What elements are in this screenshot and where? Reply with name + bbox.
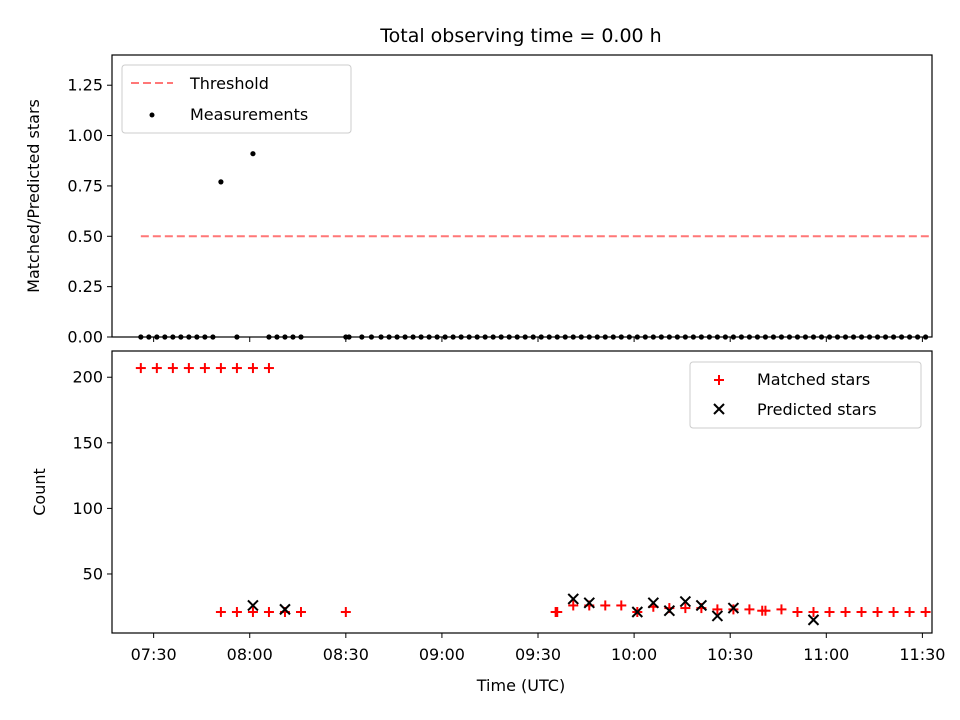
bottom-y-tick-label: 200 xyxy=(72,368,103,387)
matched-star-marker xyxy=(263,363,274,374)
matched-star-marker xyxy=(920,607,931,618)
legend-matched-swatch xyxy=(714,375,724,385)
bottom-y-tick-label: 100 xyxy=(72,499,103,518)
bottom-axes-frame xyxy=(111,350,933,634)
matched-star-marker xyxy=(888,607,899,618)
legend-matched-label: Matched stars xyxy=(757,370,870,389)
legend-threshold-label: Threshold xyxy=(189,74,269,93)
matched-star-marker xyxy=(616,600,627,611)
top-y-tick-label: 1.00 xyxy=(67,126,103,145)
top-legend: Threshold Measurements xyxy=(121,64,352,134)
matched-star-marker xyxy=(856,607,867,618)
predicted-star-marker xyxy=(647,597,660,609)
top-y-tick-label: 1.25 xyxy=(67,76,103,95)
matched-star-marker xyxy=(263,607,274,618)
predicted-star-marker xyxy=(279,603,291,616)
bottom-y-tick-label: 150 xyxy=(72,433,103,452)
predicted-star-marker xyxy=(583,597,595,609)
top-y-tick-label: 0.75 xyxy=(67,176,103,195)
bottom-panel: 50 100 150 200 07:30 08:00 08:30 09:00 09:30 10:… xyxy=(30,350,945,695)
matched-star-marker xyxy=(760,605,771,616)
matched-star-marker xyxy=(872,607,883,618)
top-legend-box xyxy=(121,64,352,134)
top-y-tick-label: 0.25 xyxy=(67,277,103,296)
bottom-y-ticks: 50 100 150 200 xyxy=(72,368,112,583)
matched-star-marker xyxy=(744,604,755,615)
bottom-x-tick-label: 11:00 xyxy=(803,645,849,664)
matched-star-marker xyxy=(215,363,226,374)
bottom-plot-area xyxy=(135,363,931,626)
matched-star-marker xyxy=(183,363,194,374)
predicted-star-marker xyxy=(679,595,692,608)
matched-star-marker xyxy=(247,607,258,618)
legend-measurements-swatch xyxy=(149,112,155,118)
bottom-x-tick-label: 09:30 xyxy=(515,645,561,664)
predicted-star-marker xyxy=(247,599,259,612)
matched-star-marker xyxy=(231,363,242,374)
matched-star-marker xyxy=(680,603,691,614)
matched-star-marker xyxy=(340,607,351,618)
matched-star-marker xyxy=(824,607,835,618)
predicted-star-marker xyxy=(711,610,724,622)
measurement-point xyxy=(250,151,256,157)
bottom-x-tick-label: 10:00 xyxy=(611,645,657,664)
matched-star-marker xyxy=(552,607,563,618)
matched-star-marker xyxy=(151,363,162,374)
bottom-x-tick-label: 08:30 xyxy=(323,645,369,664)
chart-title: Total observing time = 0.00 h xyxy=(379,25,661,47)
top-axes-frame xyxy=(111,54,933,338)
matched-star-marker xyxy=(600,600,611,611)
matched-star-marker xyxy=(808,607,819,618)
matched-star-marker xyxy=(792,607,803,618)
predicted-star-marker xyxy=(807,614,820,626)
matched-star-marker xyxy=(231,607,242,618)
top-plot-area xyxy=(138,151,929,340)
bottom-legend: Matched stars Predicted stars xyxy=(689,361,922,429)
top-y-ticks: 0.00 0.25 0.50 0.75 1.00 1.25 xyxy=(67,76,112,347)
matched-star-marker xyxy=(295,607,306,618)
matched-star-marker xyxy=(712,604,723,615)
bottom-x-tick-label: 11:30 xyxy=(899,645,945,664)
bottom-legend-box xyxy=(689,361,922,429)
bottom-x-tick-label: 08:00 xyxy=(227,645,273,664)
matched-star-marker xyxy=(215,607,226,618)
matched-star-marker xyxy=(199,363,210,374)
bottom-y-axis-label: Count xyxy=(30,468,49,516)
matched-star-marker xyxy=(904,607,915,618)
matched-star-marker xyxy=(247,363,258,374)
top-y-tick-label: 0.50 xyxy=(67,227,103,246)
top-y-axis-label: Matched/Predicted stars xyxy=(24,99,43,293)
predicted-star-marker xyxy=(567,593,579,605)
legend-measurements-label: Measurements xyxy=(190,105,308,124)
predicted-star-marker xyxy=(727,602,740,614)
matched-star-marker xyxy=(840,607,851,618)
matched-star-marker xyxy=(568,600,579,611)
legend-predicted-swatch xyxy=(713,403,725,415)
predicted-star-marker xyxy=(695,599,708,612)
top-x-ticks xyxy=(153,337,923,342)
matched-star-marker xyxy=(135,363,146,374)
legend-predicted-label: Predicted stars xyxy=(757,400,877,419)
predicted-star-marker xyxy=(663,604,676,617)
matched-star-marker xyxy=(167,363,178,374)
measurement-point xyxy=(218,179,224,185)
top-y-tick-label: 0.00 xyxy=(67,328,103,347)
bottom-x-ticks: 07:30 08:00 08:30 09:00 09:30 10:00 10:30 11:00… xyxy=(131,633,945,664)
top-panel: 0.00 0.25 0.50 0.75 1.00 1.25 Matched/Predict… xyxy=(24,54,933,347)
predicted-star-marker xyxy=(631,606,644,618)
matched-star-marker xyxy=(776,604,787,615)
bottom-x-tick-label: 10:30 xyxy=(707,645,753,664)
bottom-x-axis-label: Time (UTC) xyxy=(476,676,565,695)
bottom-x-tick-label: 07:30 xyxy=(131,645,177,664)
bottom-x-tick-label: 09:00 xyxy=(419,645,465,664)
bottom-y-tick-label: 50 xyxy=(83,564,103,583)
